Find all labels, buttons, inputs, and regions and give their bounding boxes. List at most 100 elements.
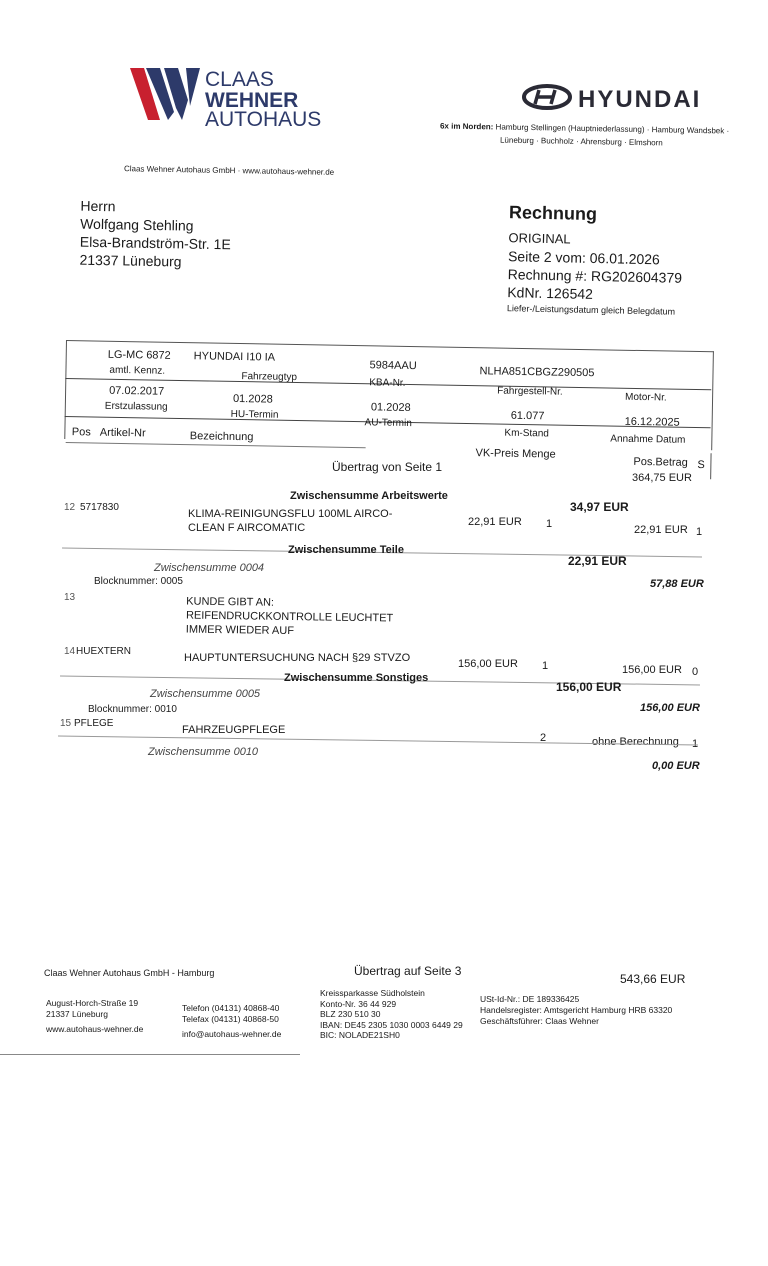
col-article: Artikel-Nr — [99, 426, 146, 440]
managing-director: Geschäftsführer: Claas Wehner — [480, 1016, 599, 1026]
subtotal-other-label: Zwischensumme Sonstiges — [284, 672, 429, 684]
row12-qty: 1 — [546, 518, 553, 530]
kba-label: KBA-Nr. — [369, 377, 406, 389]
row12-price: 22,91 EUR — [468, 516, 522, 528]
row15-qty: 2 — [540, 732, 547, 744]
carry-in-label: Übertrag von Seite 1 — [332, 460, 443, 474]
carry-in-value: 364,75 EUR — [632, 472, 692, 484]
scan-edge-line — [0, 1054, 300, 1055]
block-number-0005: Blocknummer: 0005 — [94, 576, 183, 587]
bank-account: Konto-Nr. 36 44 929 — [320, 998, 397, 1009]
vehicle-type-label: Fahrzeugtyp — [241, 371, 298, 384]
block-number-0010: Blocknummer: 0010 — [88, 704, 177, 715]
subtotal-parts-value: 22,91 EUR — [568, 554, 627, 568]
footer-fax: Telefax (04131) 40868-50 — [182, 1014, 279, 1024]
row15-article: PFLEGE — [74, 718, 114, 729]
row13-desc: KUNDE GIBT AN: REIFENDRUCKKONTROLLE LEUC… — [186, 595, 394, 640]
first-registration-value: 07.02.2017 — [109, 384, 165, 398]
row12-desc2: CLEAN F AIRCOMATIC — [188, 522, 306, 534]
row12-pos: 12 — [64, 502, 76, 513]
acceptance-date-value: 16.12.2025 — [624, 415, 680, 429]
subtotal-0010-label: Zwischensumme 0010 — [148, 746, 259, 758]
bank-name: Kreissparkasse Südholstein — [320, 988, 425, 998]
subtotal-labor-label: Zwischensumme Arbeitswerte — [290, 490, 448, 502]
row14-amount: 156,00 EUR — [622, 664, 682, 676]
footer-address: August-Horch-Straße 19 21337 Lüneburg ww… — [46, 998, 143, 1035]
au-label: AU-Termin — [364, 417, 412, 430]
first-registration-label: Erstzulassung — [104, 400, 168, 413]
footer-street: August-Horch-Straße 19 — [46, 998, 139, 1008]
kba-value: 5984AAU — [369, 359, 417, 373]
footer-phone: Telefon (04131) 40868-40 — [182, 1003, 280, 1013]
row15-pos: 15 — [60, 718, 72, 729]
commercial-register: Handelsregister: Amtsgericht Hamburg HRB… — [480, 1005, 673, 1015]
logo-text-autohaus: AUTOHAUS — [205, 108, 322, 131]
logo-text-claas: CLAAS — [205, 68, 274, 91]
vin-value: NLHA851CBGZ290505 — [479, 365, 595, 380]
recipient-city: 21337 Lüneburg — [79, 251, 182, 270]
row15-amount: ohne Berechnung — [592, 736, 679, 748]
row14-price: 156,00 EUR — [458, 658, 518, 670]
row13-desc3: IMMER WIEDER AUF — [185, 623, 295, 638]
bank-bic: BIC: NOLADE21SH0 — [320, 1030, 400, 1040]
au-value: 01.2028 — [370, 401, 411, 415]
footer-company: Claas Wehner Autohaus GmbH - Hamburg — [44, 968, 215, 978]
row14-s: 0 — [692, 666, 699, 678]
carry-out-label: Übertrag auf Seite 3 — [354, 964, 462, 978]
row14-desc: HAUPTUNTERSUCHUNG NACH §29 STVZO — [184, 652, 411, 664]
sender-line: Claas Wehner Autohaus GmbH · www.autohau… — [123, 164, 335, 177]
subtotal-0005-value: 156,00 EUR — [640, 702, 700, 714]
branches-line2: Lüneburg · Buchholz · Ahrensburg · Elmsh… — [499, 135, 663, 148]
claas-wehner-logo-icon — [130, 68, 200, 120]
footer-contact: Telefon (04131) 40868-40 Telefax (04131)… — [182, 1003, 281, 1040]
subtotal-parts-label: Zwischensumme Teile — [288, 544, 404, 556]
plate-value: LG-MC 6872 — [107, 348, 171, 362]
row12-amount: 22,91 EUR — [634, 524, 688, 536]
branches-label: 6x im Norden: — [439, 121, 494, 132]
hyundai-logo-icon — [522, 84, 572, 110]
col-pos: Pos — [71, 426, 91, 439]
footer-legal: USt-Id-Nr.: DE 189336425 Handelsregister… — [480, 994, 672, 1027]
plate-label: amtl. Kennz. — [109, 364, 166, 377]
subtotal-other-value: 156,00 EUR — [556, 680, 622, 694]
bank-iban: IBAN: DE45 2305 1030 0003 6449 29 — [320, 1019, 463, 1030]
branches: 6x im Norden: Hamburg Stellingen (Hauptn… — [440, 121, 729, 135]
row13-pos: 13 — [64, 592, 76, 603]
vehicle-type-value: HYUNDAI I10 IA — [193, 350, 276, 364]
logo-text-wehner: WEHNER — [205, 89, 299, 112]
footer-website[interactable]: www.autohaus-wehner.de — [46, 1024, 144, 1034]
col-s: S — [697, 459, 705, 472]
hyundai-brand-text: HYUNDAI — [578, 86, 702, 113]
subtotal-0004-label: Zwischensumme 0004 — [154, 562, 265, 574]
vin-label: Fahrgestell-Nr. — [497, 385, 563, 398]
row12-s: 1 — [696, 526, 703, 538]
branches-line1: Hamburg Stellingen (Hauptniederlassung) … — [495, 122, 730, 136]
km-value: 61.077 — [510, 409, 545, 423]
hu-label: HU-Termin — [230, 408, 279, 421]
subtotal-0005-label: Zwischensumme 0005 — [150, 688, 261, 700]
vat-id: USt-Id-Nr.: DE 189336425 — [480, 994, 580, 1004]
row15-desc: FAHRZEUGPFLEGE — [182, 724, 286, 736]
row14-qty: 1 — [542, 660, 549, 672]
col-description: Bezeichnung — [189, 430, 254, 444]
carry-out-value: 543,66 EUR — [620, 972, 686, 986]
recipient-address: Herrn Wolfgang Stehling Elsa-Brandström-… — [79, 197, 231, 272]
col-amount: Pos.Betrag — [633, 455, 688, 469]
invoice-meta: Rechnung ORIGINAL Seite 2 vom: 06.01.202… — [507, 202, 684, 319]
invoice-title: Rechnung — [508, 202, 598, 225]
hu-value: 01.2028 — [232, 392, 273, 406]
row12-desc1: KLIMA-REINIGUNGSFLU 100ML AIRCO- — [188, 508, 393, 520]
subtotal-0004-value: 57,88 EUR — [650, 578, 704, 590]
row14-pos: 14 — [64, 646, 76, 657]
subtotal-0010-value: 0,00 EUR — [652, 760, 700, 772]
delivery-date-note: Liefer-/Leistungsdatum gleich Belegdatum — [506, 303, 676, 317]
row12-article: 5717830 — [80, 502, 119, 513]
bank-blz: BLZ 230 510 30 — [320, 1009, 381, 1019]
col-price-qty: VK-Preis Menge — [475, 447, 556, 461]
footer-email[interactable]: info@autohaus-wehner.de — [182, 1029, 282, 1039]
motor-label: Motor-Nr. — [624, 391, 667, 404]
footer-bank: Kreissparkasse Südholstein Konto-Nr. 36 … — [320, 988, 463, 1041]
subtotal-labor-value: 34,97 EUR — [570, 500, 629, 514]
footer-city: 21337 Lüneburg — [46, 1009, 108, 1019]
